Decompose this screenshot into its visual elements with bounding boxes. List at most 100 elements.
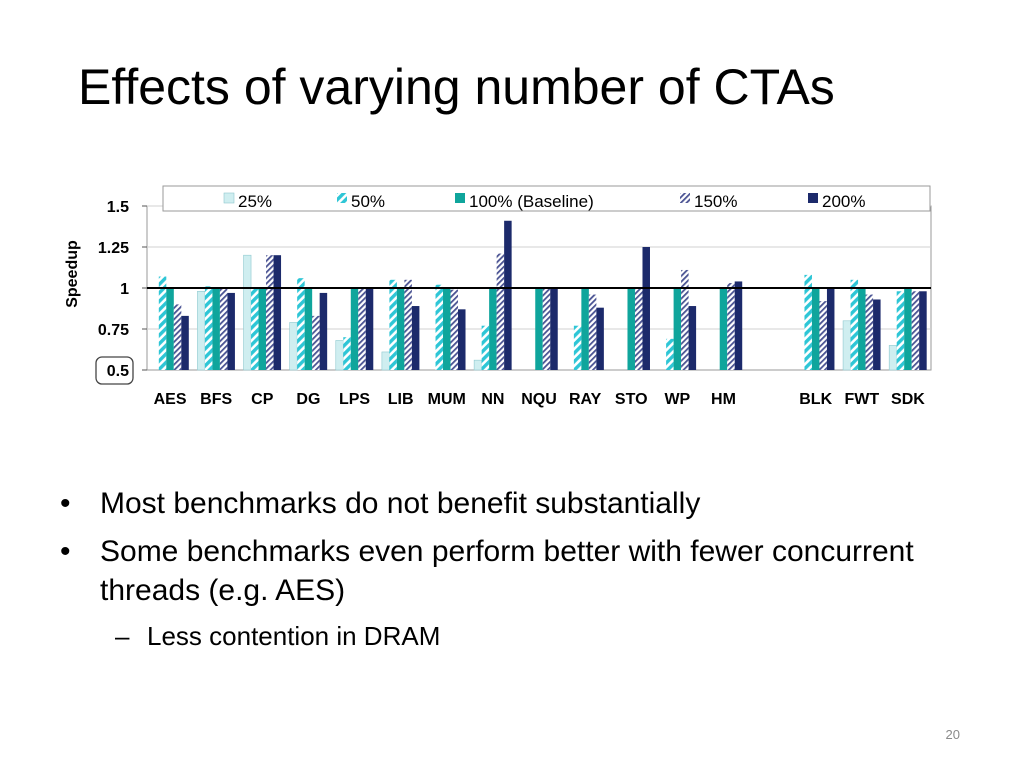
bar <box>504 220 512 370</box>
bar <box>273 255 282 370</box>
y-tick-label-box <box>95 356 134 385</box>
bar <box>596 307 604 370</box>
legend-box <box>162 185 931 212</box>
bullet-text: Some benchmarks even perform better with… <box>100 534 914 608</box>
bar <box>896 291 905 370</box>
bar <box>627 288 635 370</box>
bar <box>358 288 366 370</box>
slide-title: Effects of varying number of CTAs <box>78 59 835 115</box>
sub-bullet-marker: – <box>115 620 130 651</box>
bar <box>219 288 228 370</box>
bar <box>365 288 374 370</box>
bar <box>865 294 874 370</box>
bar <box>319 292 328 370</box>
x-tick-label: NN <box>481 391 504 408</box>
x-tick-label: CP <box>251 391 274 408</box>
bar <box>212 288 220 370</box>
y-axis-label: Speedup <box>64 240 81 308</box>
bullet-item: • Some benchmarks even perform better wi… <box>60 532 960 611</box>
bar <box>850 279 859 370</box>
bar <box>727 283 735 370</box>
legend-swatch <box>337 193 347 203</box>
bar <box>173 304 182 370</box>
bar <box>158 276 167 370</box>
chart-svg: 0.5 0.75 1 1.25 1.5 Speedup AES BFS CP DG LPS LIB MU… <box>64 185 932 408</box>
bar <box>888 345 897 371</box>
x-tick-label: FWT <box>844 391 879 408</box>
bar <box>588 294 597 370</box>
bar <box>842 320 851 371</box>
bar <box>673 288 682 370</box>
bar <box>550 288 558 370</box>
bar <box>450 289 459 370</box>
bar <box>443 288 451 370</box>
x-tick-label: BLK <box>799 391 832 408</box>
bar <box>381 351 390 371</box>
bar <box>489 288 497 370</box>
bar <box>666 338 674 370</box>
sub-bullet-text: Less contention in DRAM <box>147 620 441 651</box>
y-tick-label: 1.5 <box>107 199 129 216</box>
bar <box>496 253 505 370</box>
bar <box>396 288 405 370</box>
chart-legend: 25% 50% 100% (Baseline) 150% 200% <box>162 185 931 212</box>
bar <box>227 292 235 370</box>
bar <box>389 279 397 370</box>
bar <box>266 255 274 370</box>
bar <box>289 322 298 371</box>
x-tick-label: AES <box>154 391 187 408</box>
bar <box>166 288 174 370</box>
bar <box>681 269 689 370</box>
sub-bullet-item: – Less contention in DRAM <box>60 619 960 653</box>
page-number: 20 <box>945 727 960 742</box>
bar <box>312 315 320 370</box>
legend-swatch <box>680 193 690 203</box>
legend-label: 50% <box>351 192 385 211</box>
y-tick-label: 0.5 <box>107 363 129 380</box>
legend-swatch <box>223 192 235 204</box>
bullet-list: • Most benchmarks do not benefit substan… <box>60 484 960 653</box>
legend-label: 150% <box>694 192 737 211</box>
bar <box>297 278 305 370</box>
y-tick-label: 1 <box>120 281 129 298</box>
x-tick-label: MUM <box>428 391 466 408</box>
bullet-marker: • <box>60 487 71 520</box>
bar <box>458 309 466 370</box>
bullet-item: • Most benchmarks do not benefit substan… <box>60 484 960 524</box>
bar <box>858 288 866 370</box>
bar <box>734 281 743 370</box>
bar <box>197 290 206 371</box>
legend-label: 200% <box>822 192 865 211</box>
x-tick-label: SDK <box>891 391 925 408</box>
y-tick-label: 0.75 <box>98 322 129 339</box>
bar <box>535 288 543 370</box>
bar <box>473 359 482 371</box>
bar <box>204 286 213 370</box>
legend-swatch <box>808 193 818 203</box>
bar <box>181 315 189 370</box>
x-tick-label: LPS <box>339 391 370 408</box>
bar <box>404 279 412 370</box>
x-tick-label: NQU <box>521 391 557 408</box>
speedup-chart: 0.5 0.75 1 1.25 1.5 Speedup AES BFS CP DG LPS LIB MU… <box>64 185 932 408</box>
bar <box>819 301 827 370</box>
bar <box>642 247 650 370</box>
bar <box>258 288 267 370</box>
bar <box>243 254 252 371</box>
bar <box>573 325 582 370</box>
bar <box>634 288 643 370</box>
x-tick-label: STO <box>615 391 648 408</box>
x-tick-label: WP <box>664 391 690 408</box>
bar <box>304 288 313 370</box>
x-tick-label: LIB <box>388 391 414 408</box>
bullet-text: Most benchmarks do not benefit substanti… <box>100 487 701 520</box>
x-tick-label: BFS <box>200 391 232 408</box>
bar <box>435 284 444 370</box>
legend-label: 100% (Baseline) <box>469 192 594 211</box>
bar <box>481 325 490 370</box>
bar <box>688 306 697 370</box>
bar <box>904 288 912 370</box>
bar <box>919 291 927 370</box>
legend-label: 25% <box>238 192 272 211</box>
legend-swatch <box>455 193 465 203</box>
